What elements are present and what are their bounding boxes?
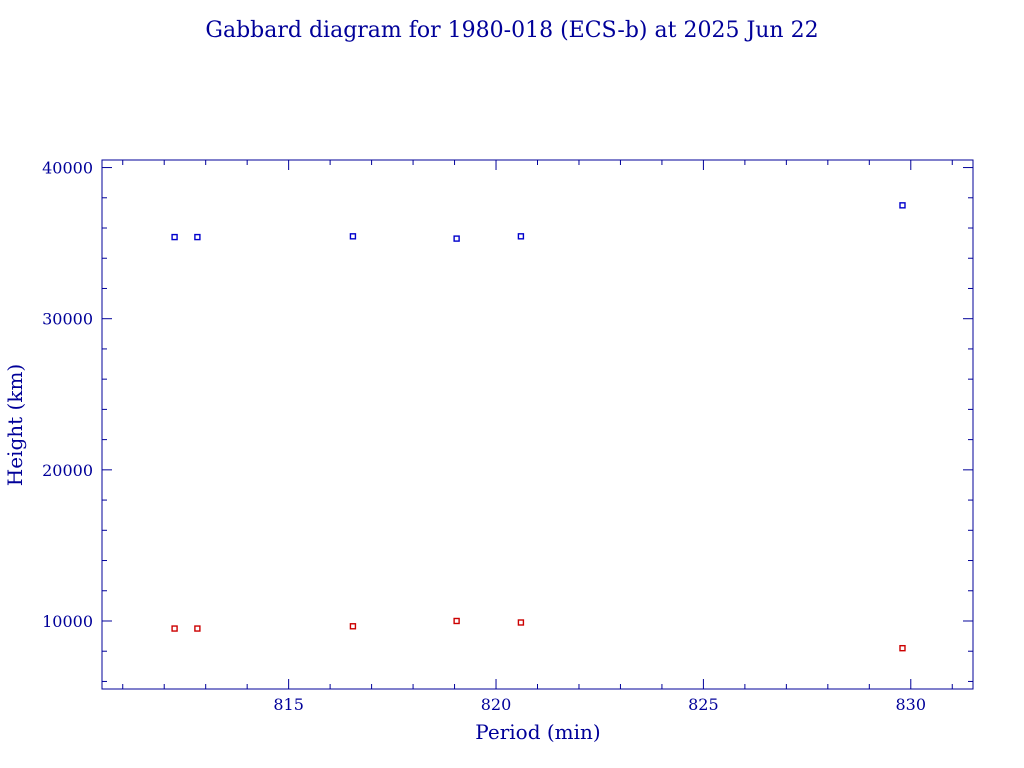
chart-title: Gabbard diagram for 1980-018 (ECS-b) at … bbox=[205, 18, 818, 43]
plot-frame bbox=[101, 159, 974, 690]
data-point-red bbox=[349, 623, 357, 630]
data-point-red bbox=[517, 619, 525, 626]
data-point-blue bbox=[453, 235, 460, 242]
data-point-blue bbox=[899, 202, 906, 209]
data-point-blue bbox=[171, 233, 178, 241]
x-tick-label: 815 bbox=[273, 695, 304, 714]
y-tick-label: 40000 bbox=[42, 159, 93, 178]
data-point-red bbox=[194, 625, 201, 632]
data-point-blue bbox=[349, 233, 357, 240]
axis-ticks bbox=[102, 160, 973, 689]
x-tick-label: 830 bbox=[896, 695, 927, 714]
x-tick-label: 820 bbox=[481, 695, 512, 714]
data-point-red bbox=[899, 644, 906, 652]
data-point-red bbox=[453, 617, 460, 625]
data-points bbox=[171, 202, 906, 652]
data-point-red bbox=[171, 625, 178, 632]
data-point-blue bbox=[194, 233, 201, 241]
y-tick-label: 10000 bbox=[42, 612, 93, 631]
x-axis-label: Period (min) bbox=[475, 720, 600, 744]
tick-labels: 815 820 825 830 10000 20000 30000 40000 bbox=[42, 159, 926, 714]
y-tick-label: 20000 bbox=[42, 461, 93, 480]
y-axis-label: Height (km) bbox=[3, 364, 27, 486]
x-tick-label: 825 bbox=[688, 695, 719, 714]
y-tick-label: 30000 bbox=[42, 310, 93, 329]
data-point-blue bbox=[517, 233, 525, 240]
